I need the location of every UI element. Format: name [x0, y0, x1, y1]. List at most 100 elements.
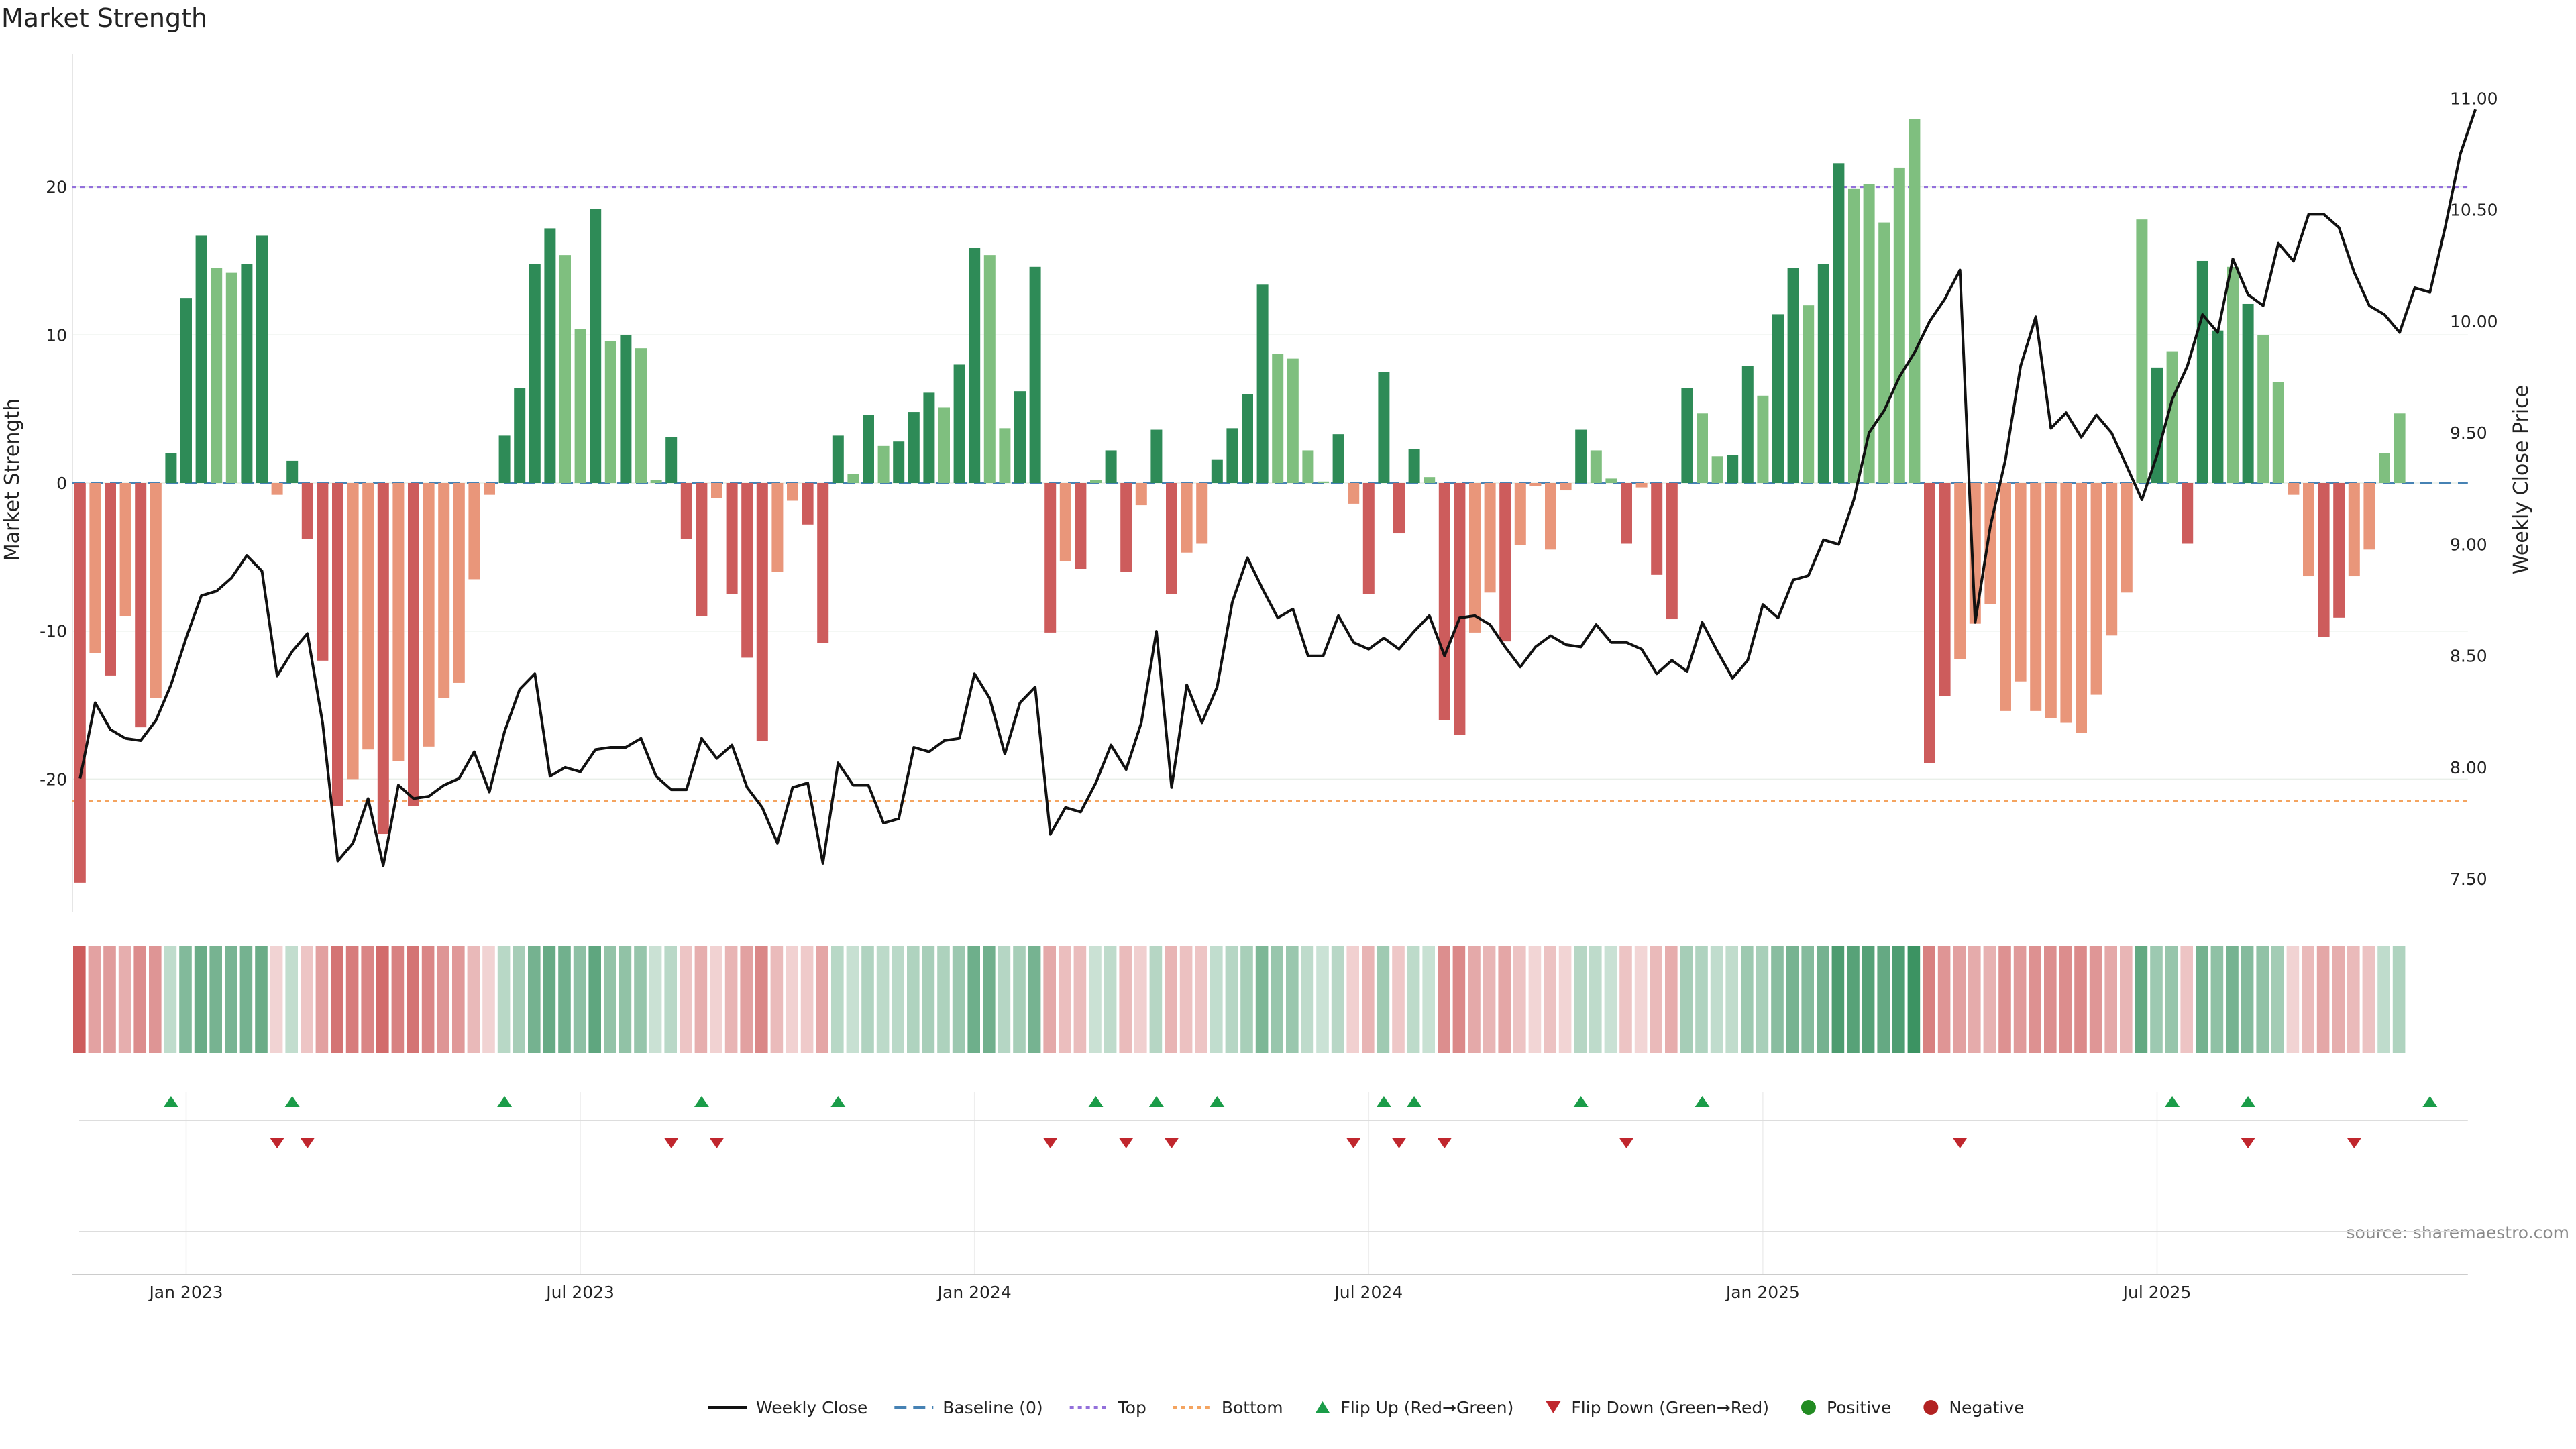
heat-cell: [133, 946, 146, 1053]
legend-label: Top: [1118, 1398, 1146, 1417]
strength-bar: [377, 483, 389, 835]
strength-bar: [438, 483, 450, 698]
strength-bar: [1075, 483, 1087, 569]
heat-cell: [2241, 946, 2254, 1053]
strength-bar: [1242, 394, 1253, 483]
strength-bar: [1105, 450, 1117, 483]
right-tick-label: 11.00: [2450, 89, 2498, 108]
heat-cell: [770, 946, 784, 1053]
heat-cell: [1953, 946, 1966, 1053]
heat-cell: [952, 946, 965, 1053]
heat-cell: [1650, 946, 1662, 1053]
heat-cell: [816, 946, 828, 1053]
heat-cell: [1149, 946, 1163, 1053]
strength-bar: [832, 435, 844, 483]
heat-cell: [1862, 946, 1875, 1053]
heat-cell: [2332, 946, 2345, 1053]
heat-cell: [497, 946, 511, 1053]
strength-bar: [119, 483, 131, 616]
heat-cell: [907, 946, 920, 1053]
heat-cell: [619, 946, 632, 1053]
strength-bar: [211, 268, 223, 483]
strength-bar: [1863, 184, 1875, 483]
strength-bar: [1438, 483, 1450, 720]
heat-cell: [2271, 946, 2284, 1053]
strength-bar: [2272, 382, 2284, 483]
heat-cell: [1710, 946, 1723, 1053]
strength-bar: [2015, 483, 2027, 682]
flip-down-marker: [1437, 1138, 1452, 1148]
strength-bar: [1924, 483, 1935, 763]
heat-cell: [680, 946, 692, 1053]
strength-bar: [559, 255, 571, 483]
heat-cell: [2180, 946, 2193, 1053]
flip-down-marker: [2241, 1138, 2256, 1148]
strength-bar: [726, 483, 738, 594]
left-axis-label: Market Strength: [1, 398, 24, 561]
heat-cell: [1983, 946, 1996, 1053]
heat-cell: [1468, 946, 1481, 1053]
strength-bar: [1697, 413, 1708, 483]
strength-bar: [2363, 483, 2375, 550]
heat-cell: [1438, 946, 1450, 1053]
heat-cell: [2256, 946, 2269, 1053]
heat-cell: [1134, 946, 1147, 1053]
flip-down-marker: [1619, 1138, 1634, 1148]
flip-up-marker: [497, 1096, 513, 1107]
flip-up-marker: [284, 1096, 300, 1107]
heat-cell: [998, 946, 1011, 1053]
x-tick-label: Jan 2024: [936, 1283, 1012, 1302]
heat-cell: [2059, 946, 2072, 1053]
strength-bar: [863, 415, 874, 483]
strength-bar: [923, 392, 935, 483]
left-tick-label: 0: [56, 474, 67, 493]
heat-cell: [2286, 946, 2300, 1053]
heat-cell: [407, 946, 419, 1053]
left-tick-label: 10: [46, 325, 67, 345]
strength-bar: [1909, 119, 1921, 483]
left-tick-label: 20: [46, 178, 67, 197]
heat-cell: [149, 946, 162, 1053]
heat-cell: [194, 946, 207, 1053]
strength-bar: [969, 248, 981, 483]
strength-bar: [1514, 483, 1526, 545]
heat-cell: [2196, 946, 2208, 1053]
strength-bar: [1166, 483, 1177, 594]
heat-cell: [2392, 946, 2406, 1053]
y-tick-labels: 20 10 0 -10 -20 11.00 10.50 10.00 9.50 9.00 8.50 8.…: [40, 89, 2498, 889]
strength-bar: [317, 483, 329, 661]
heat-cell: [1498, 946, 1511, 1053]
strength-bar: [529, 264, 541, 483]
strength-bar: [1651, 483, 1663, 575]
heat-cell: [1271, 946, 1283, 1053]
heat-cell: [1725, 946, 1738, 1053]
strength-bar: [1362, 483, 1375, 594]
heat-cell: [239, 946, 253, 1053]
strength-bar: [347, 483, 359, 780]
strength-bar: [1454, 483, 1466, 735]
strength-bar: [514, 388, 526, 483]
strength-bar: [983, 255, 996, 483]
strength-bar: [1348, 483, 1360, 504]
heat-cell: [1634, 946, 1648, 1053]
heat-cell: [315, 946, 329, 1053]
strength-bar: [150, 483, 162, 698]
heat-cell: [301, 946, 313, 1053]
heat-cell: [88, 946, 101, 1053]
strength-bar: [2242, 303, 2254, 483]
strength-bar: [1575, 429, 1587, 483]
heat-cell: [983, 946, 996, 1053]
heat-cell: [361, 946, 374, 1053]
flip-up-marker: [163, 1096, 178, 1107]
heat-cell: [710, 946, 722, 1053]
strength-bar: [1059, 483, 1071, 561]
strength-bar: [105, 483, 116, 676]
strength-bar: [1181, 483, 1193, 553]
panel-frames: [72, 54, 2468, 1275]
x-tick-label: Jul 2024: [1333, 1283, 1403, 1302]
strength-bar: [635, 348, 647, 483]
heat-cell: [1377, 946, 1390, 1053]
heat-cell: [73, 946, 86, 1053]
heat-cell: [1316, 946, 1329, 1053]
